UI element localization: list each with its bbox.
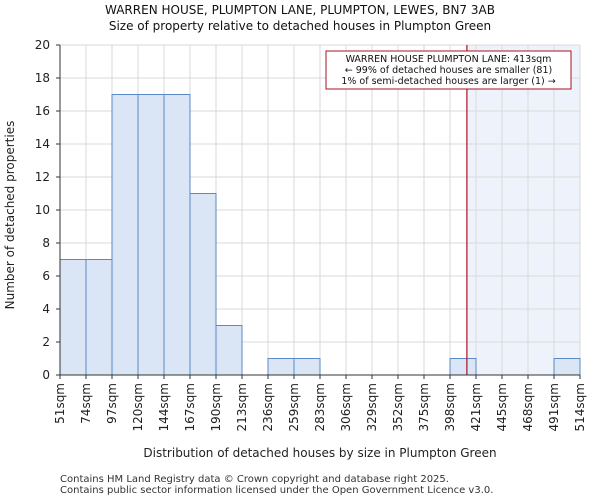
chart-subtitle: Size of property relative to detached ho… [108, 19, 492, 33]
x-tick-label: 514sqm [573, 383, 587, 431]
x-tick-label: 445sqm [495, 383, 509, 431]
x-tick-label: 398sqm [443, 383, 457, 431]
x-tick-label: 167sqm [183, 383, 197, 431]
bar-97sqm [111, 94, 139, 376]
x-tick-label: 352sqm [391, 383, 405, 431]
x-tick-label: 329sqm [365, 383, 379, 431]
x-tick-label: 97sqm [105, 383, 119, 424]
y-tick-label: 20 [35, 38, 50, 52]
x-tick-label: 120sqm [131, 383, 145, 431]
bar-120sqm [137, 94, 165, 376]
annotation-line-1: WARREN HOUSE PLUMPTON LANE: 413sqm [346, 54, 552, 65]
x-tick-label: 51sqm [53, 383, 67, 424]
x-tick-label: 190sqm [209, 383, 223, 431]
bar-144sqm [163, 94, 191, 376]
x-tick-label: 213sqm [235, 383, 249, 431]
x-tick-label: 491sqm [547, 383, 561, 431]
x-tick-label: 283sqm [313, 383, 327, 431]
annotation-line-2: ← 99% of detached houses are smaller (81… [345, 65, 552, 76]
bar-398sqm [449, 358, 477, 376]
y-tick-label: 14 [35, 137, 50, 151]
footer-copyright: Contains HM Land Registry data © Crown c… [60, 474, 449, 485]
y-tick-label: 8 [42, 236, 50, 250]
x-tick-label: 236sqm [261, 383, 275, 431]
x-axis-label: Distribution of detached houses by size … [143, 446, 496, 460]
x-tick-label: 259sqm [287, 383, 301, 431]
bar-491sqm [553, 358, 581, 376]
y-tick-label: 10 [35, 203, 50, 217]
y-tick-label: 18 [35, 71, 50, 85]
x-tick-label: 74sqm [79, 383, 93, 424]
x-tick-label: 468sqm [521, 383, 535, 431]
y-tick-label: 4 [42, 302, 50, 316]
y-tick-label: 6 [42, 269, 50, 283]
annotation-line-3: 1% of semi-detached houses are larger (1… [341, 76, 555, 87]
y-tick-label: 2 [42, 335, 50, 349]
bar-51sqm [59, 259, 87, 376]
x-tick-label: 421sqm [469, 383, 483, 431]
annotation-box [325, 50, 572, 90]
x-tick-label: 144sqm [157, 383, 171, 431]
y-tick-label: 16 [35, 104, 50, 118]
y-tick-label: 0 [42, 368, 50, 382]
x-tick-label: 306sqm [339, 383, 353, 431]
y-axis-label: Number of detached properties [3, 121, 17, 310]
bar-190sqm [215, 325, 243, 376]
footer-licence: Contains public sector information licen… [60, 485, 494, 496]
x-tick-label: 375sqm [417, 383, 431, 431]
bar-74sqm [85, 259, 113, 376]
bar-167sqm [189, 193, 217, 376]
bar-259sqm [293, 358, 321, 376]
chart-title: WARREN HOUSE, PLUMPTON LANE, PLUMPTON, L… [105, 3, 495, 17]
y-tick-label: 12 [35, 170, 50, 184]
bar-236sqm [267, 358, 295, 376]
